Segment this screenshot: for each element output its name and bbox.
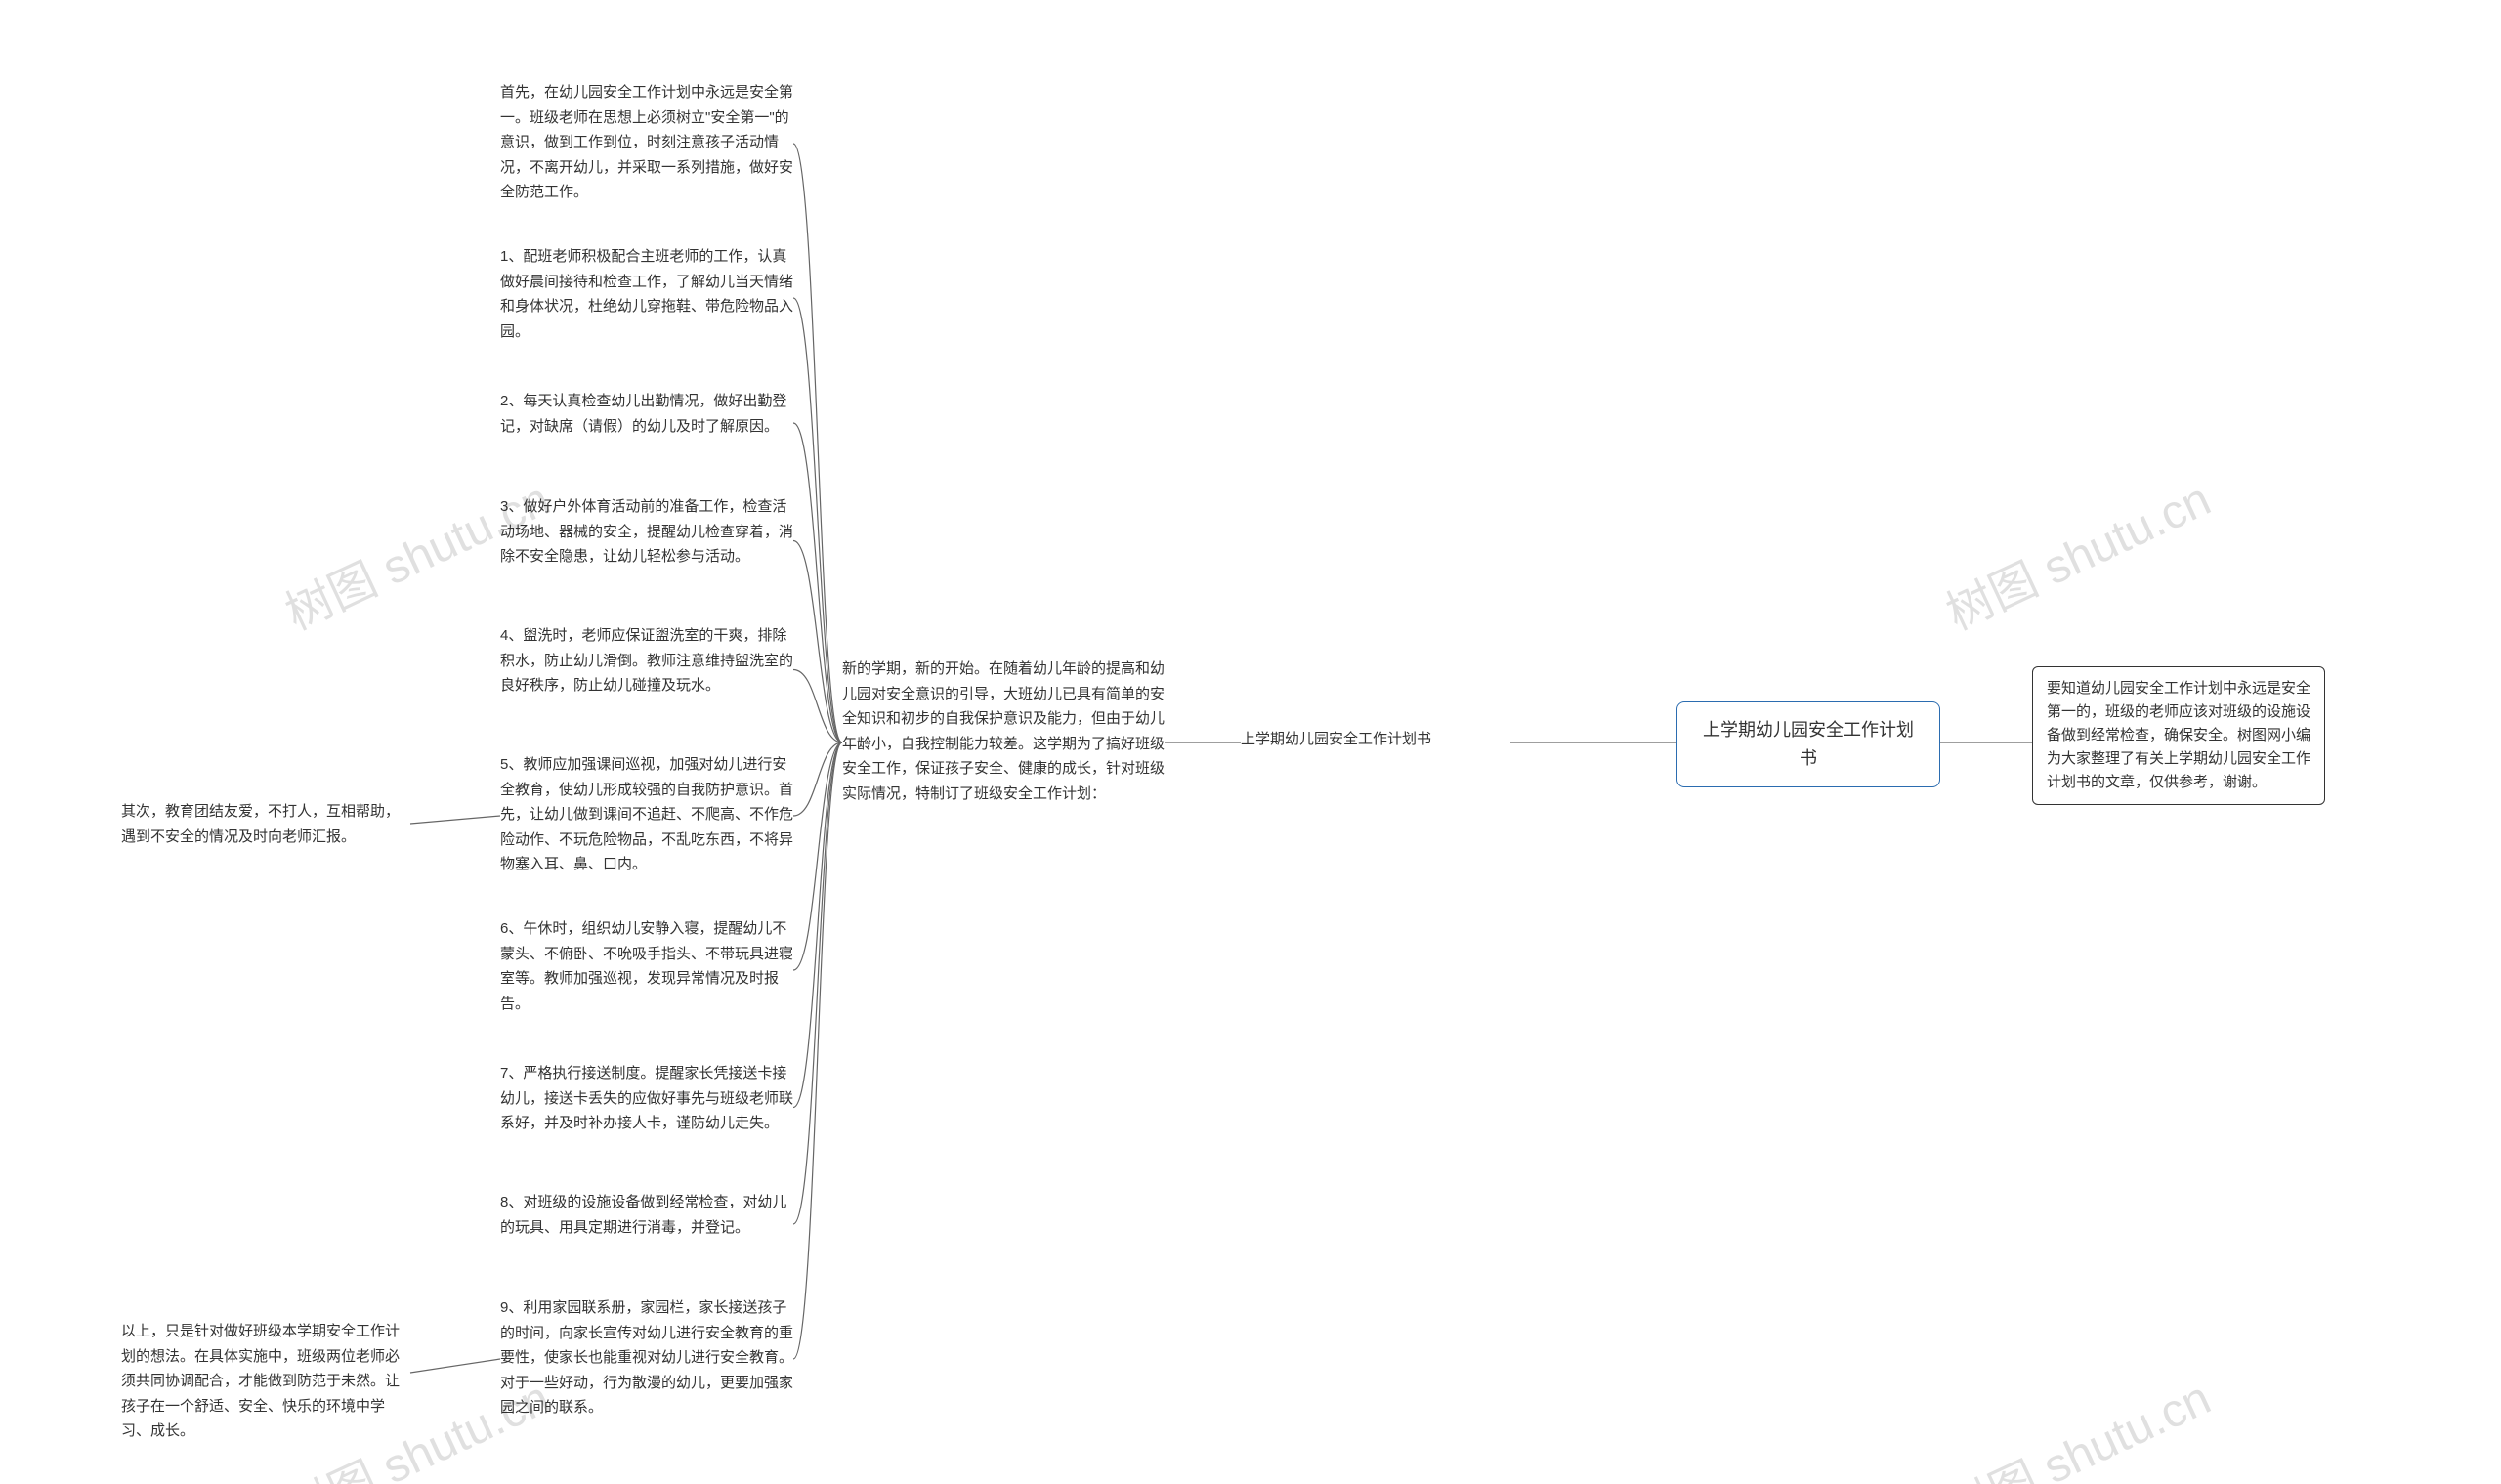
child-node: 2、每天认真检查幼儿出勤情况，做好出勤登记，对缺席（请假）的幼儿及时了解原因。 [500, 389, 793, 439]
watermark: 树图 shutu.cn [1933, 461, 2220, 643]
child-node: 6、午休时，组织幼儿安静入寝，提醒幼儿不蒙头、不俯卧、不吮吸手指头、不带玩具进寝… [500, 916, 793, 1016]
watermark: 树图 shutu.cn [1933, 1360, 2220, 1484]
child-sub-node: 以上，只是针对做好班级本学期安全工作计划的想法。在具体实施中，班级两位老师必须共… [121, 1319, 410, 1444]
root-description: 要知道幼儿园安全工作计划中永远是安全第一的，班级的老师应该对班级的设施设备做到经… [2032, 666, 2325, 805]
level1-title[interactable]: 上学期幼儿园安全工作计划书 [1241, 727, 1510, 752]
level2-intro: 新的学期，新的开始。在随着幼儿年龄的提高和幼儿园对安全意识的引导，大班幼儿已具有… [842, 657, 1165, 806]
child-node: 5、教师应加强课间巡视，加强对幼儿进行安全教育，使幼儿形成较强的自我防护意识。首… [500, 752, 793, 877]
child-node: 3、做好户外体育活动前的准备工作，检查活动场地、器械的安全，提醒幼儿检查穿着，消… [500, 494, 793, 570]
child-node: 首先，在幼儿园安全工作计划中永远是安全第一。班级老师在思想上必须树立"安全第一"… [500, 80, 793, 205]
child-node: 8、对班级的设施设备做到经常检查，对幼儿的玩具、用具定期进行消毒，并登记。 [500, 1190, 793, 1240]
child-node: 4、盥洗时，老师应保证盥洗室的干爽，排除积水，防止幼儿滑倒。教师注意维持盥洗室的… [500, 623, 793, 699]
child-node: 7、严格执行接送制度。提醒家长凭接送卡接幼儿，接送卡丢失的应做好事先与班级老师联… [500, 1061, 793, 1136]
child-node: 9、利用家园联系册，家园栏，家长接送孩子的时间，向家长宣传对幼儿进行安全教育的重… [500, 1295, 793, 1420]
child-node: 1、配班老师积极配合主班老师的工作，认真做好晨间接待和检查工作，了解幼儿当天情绪… [500, 244, 793, 344]
child-sub-node: 其次，教育团结友爱，不打人，互相帮助，遇到不安全的情况及时向老师汇报。 [121, 799, 410, 849]
root-node[interactable]: 上学期幼儿园安全工作计划书 [1676, 701, 1940, 787]
